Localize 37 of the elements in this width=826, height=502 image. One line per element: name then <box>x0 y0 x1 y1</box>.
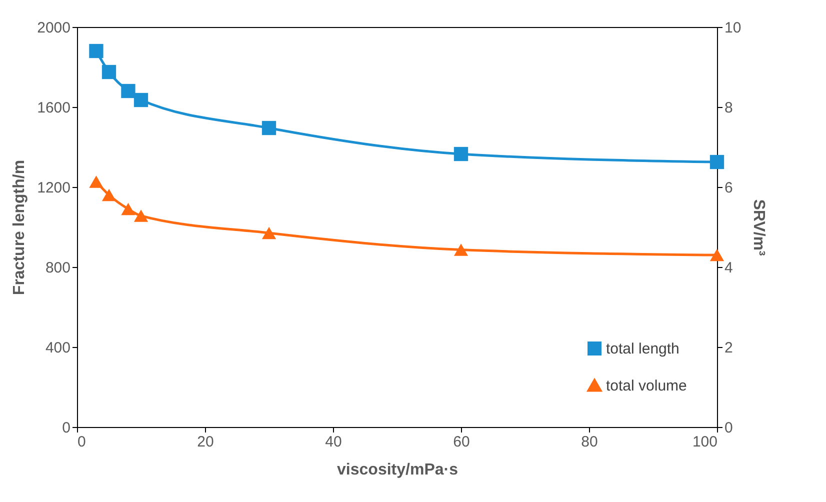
point <box>121 202 136 216</box>
point <box>102 188 116 202</box>
y2-tick-label: 10 <box>724 20 742 36</box>
y-tick-label: 2000 <box>37 20 70 36</box>
y2-tick-label: 6 <box>724 180 733 196</box>
x-tick-label: 80 <box>581 434 598 450</box>
y-tick-label: 800 <box>45 260 70 276</box>
legend-label: total length <box>606 340 680 358</box>
y2-tick-label: 0 <box>724 420 733 436</box>
y2-tick-label: 8 <box>724 100 733 116</box>
point <box>454 244 468 256</box>
y-tick-label: 1600 <box>37 100 70 116</box>
point <box>121 84 136 98</box>
y2-axis-title: SRV/m³ <box>750 199 768 256</box>
x-tick-label: 100 <box>692 434 718 450</box>
x-tick-label: 40 <box>325 434 342 450</box>
point <box>89 176 104 188</box>
y-axis-title: Fracture length/m <box>11 160 28 296</box>
point <box>134 92 148 108</box>
point <box>89 44 104 58</box>
legend-label: total volume <box>606 378 687 394</box>
y-tick-label: 0 <box>62 420 70 436</box>
x-tick-label: 0 <box>78 434 86 450</box>
point <box>102 64 116 80</box>
y2-tick-label: 4 <box>724 260 733 276</box>
point <box>262 120 276 136</box>
x-tick-label: 60 <box>453 434 470 450</box>
x-tick-label: 20 <box>197 434 214 450</box>
y-tick-label: 1200 <box>37 180 70 196</box>
point <box>134 210 148 222</box>
point <box>454 146 468 162</box>
x-axis-title: viscosity/mPa·s <box>337 462 458 478</box>
point <box>710 154 724 170</box>
y2-tick-label: 2 <box>724 340 733 356</box>
point <box>262 226 276 240</box>
point <box>710 248 724 262</box>
y-tick-label: 400 <box>45 340 70 356</box>
